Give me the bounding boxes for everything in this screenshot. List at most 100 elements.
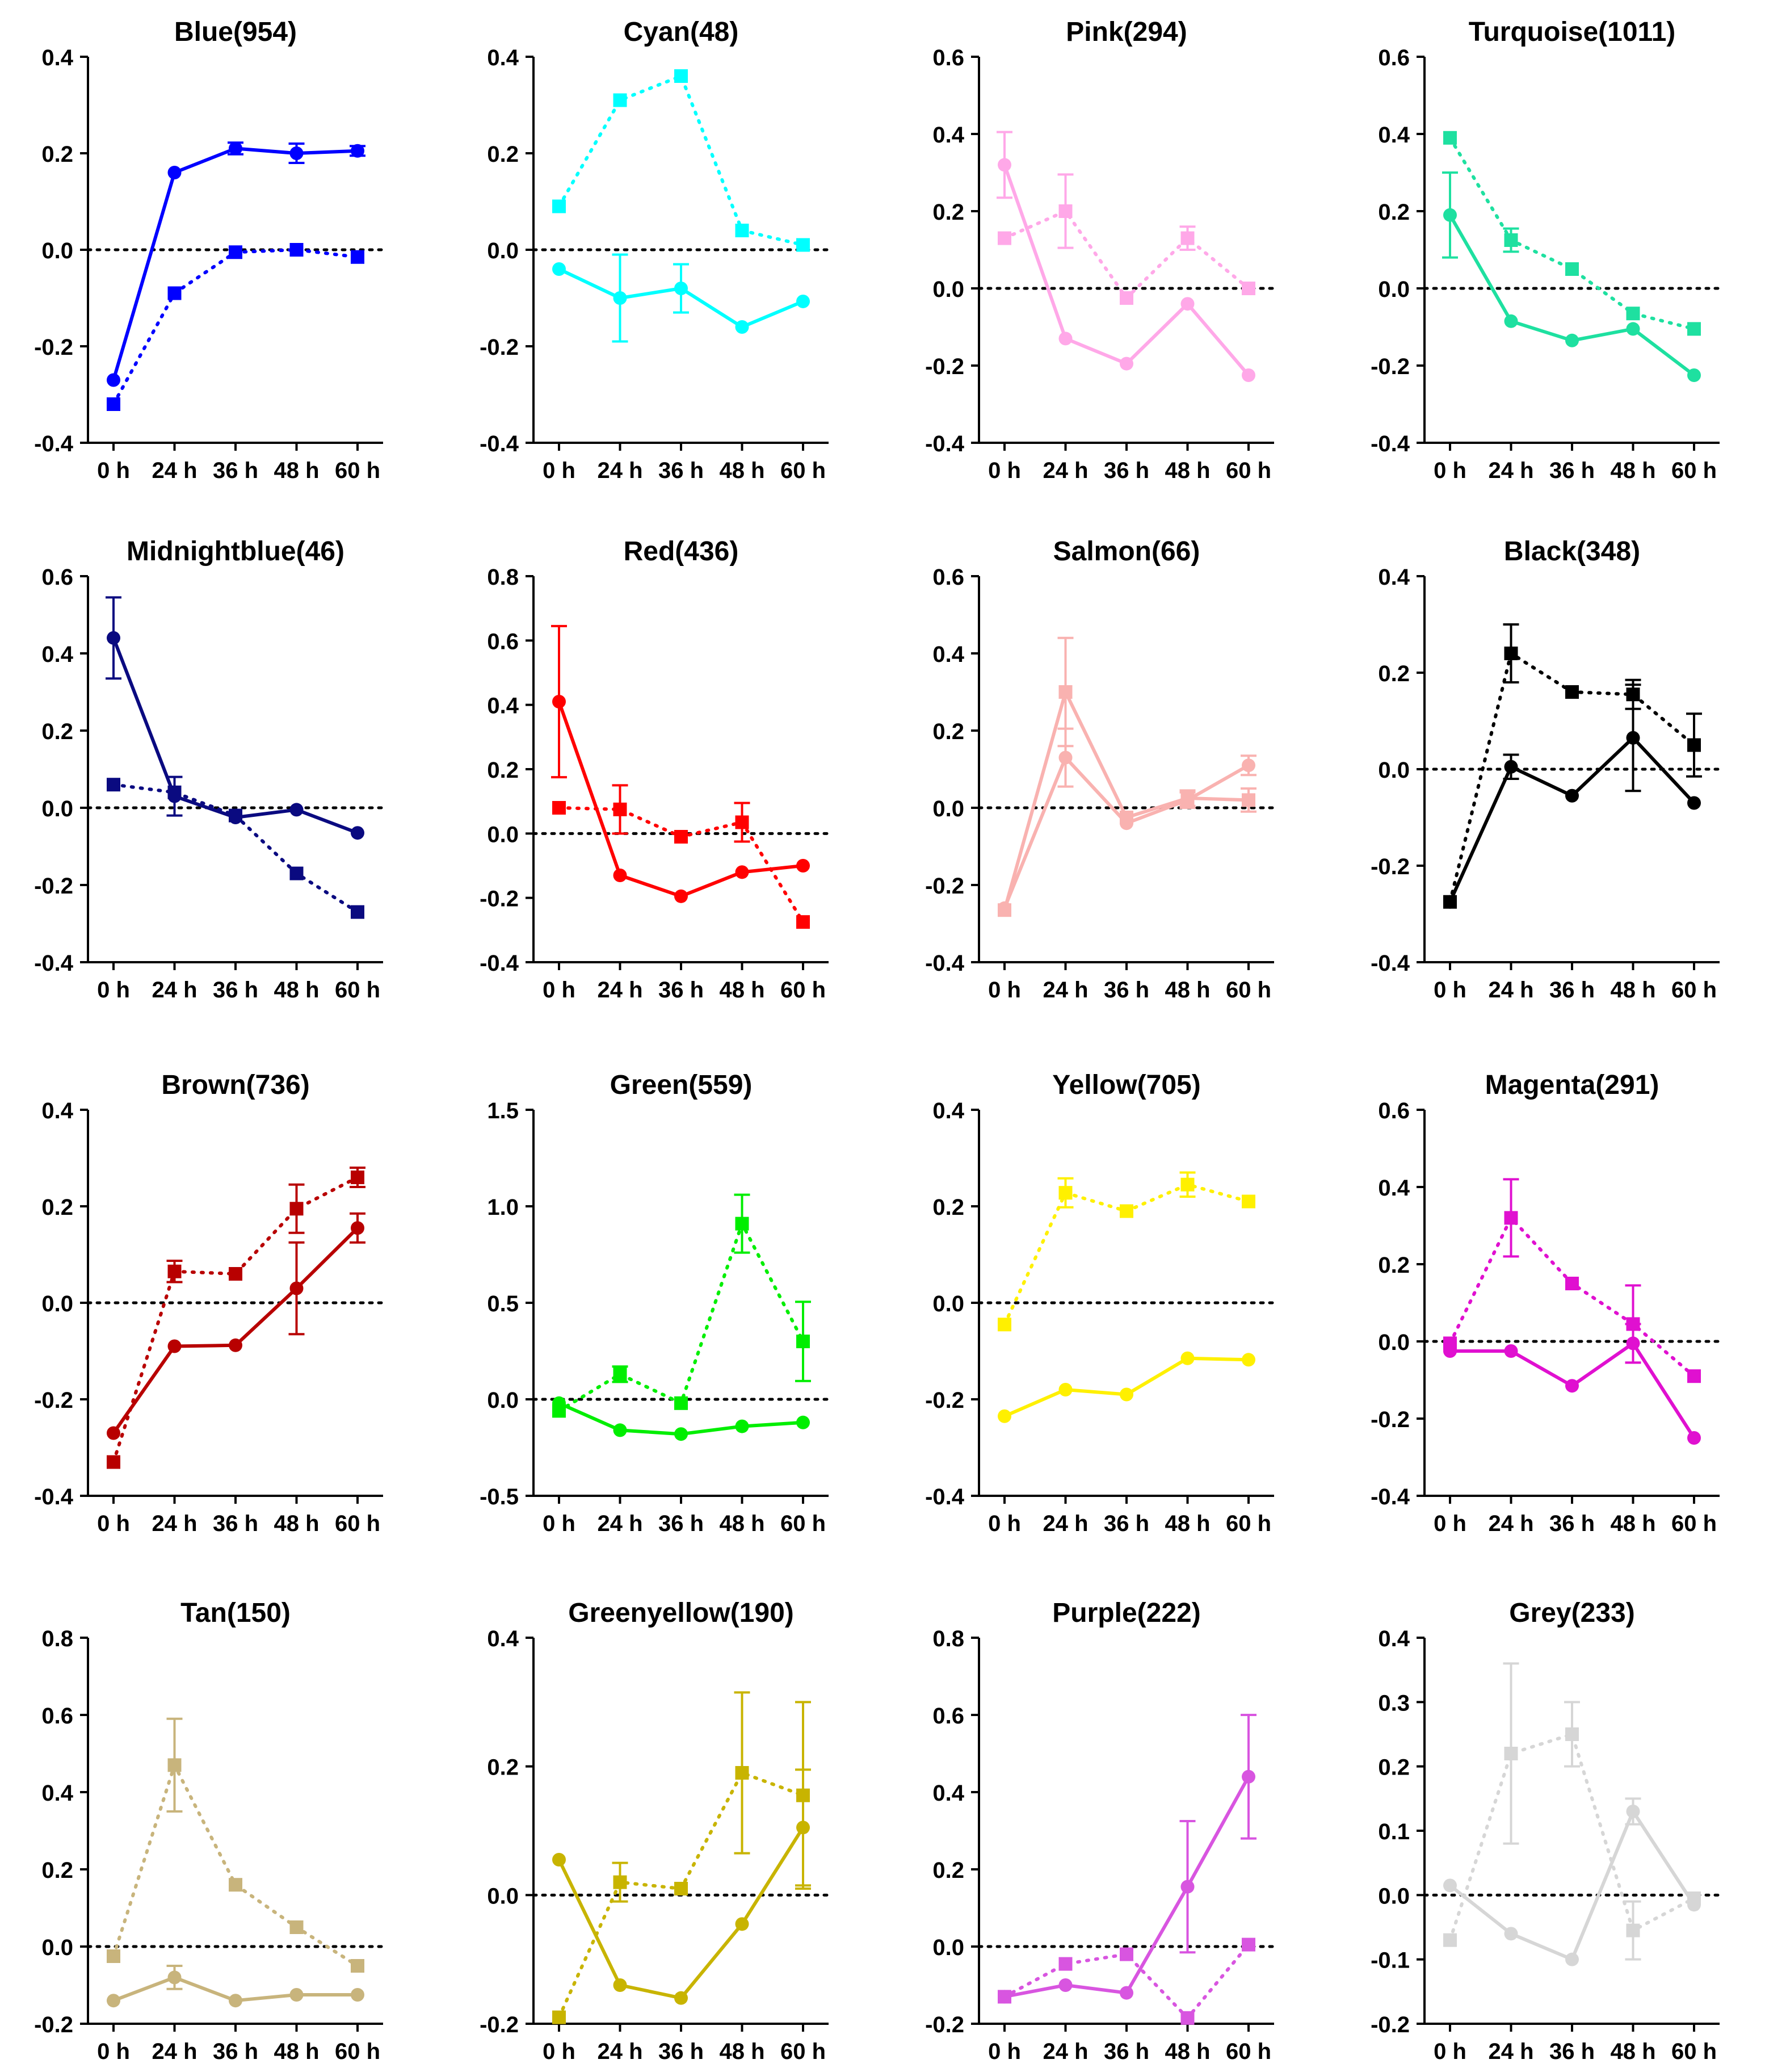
data-point-circle (289, 1988, 304, 2002)
series-line (112, 1176, 359, 1464)
y-tick-label: -0.2 (34, 2012, 73, 2037)
x-tick-label: 0 h (97, 2039, 130, 2064)
x-tick-label: 48 h (274, 458, 319, 483)
data-point-circle (998, 1409, 1011, 1423)
data-point-square (167, 286, 182, 300)
data-point-circle (1626, 322, 1640, 336)
x-tick-label: 24 h (152, 978, 197, 1003)
data-point-circle (1504, 1927, 1518, 1941)
x-tick-label: 48 h (274, 1511, 319, 1536)
chart-panel: Purple(222) -0.2 0.0 0.2 0.4 0.6 0.8 0 h 24 h 36 … (925, 1598, 1276, 2064)
x-tick-label: 36 h (1104, 978, 1149, 1003)
data-point-circle (1687, 368, 1701, 382)
chart-title: Yellow(705) (1052, 1070, 1200, 1100)
chart-title: Purple(222) (1052, 1598, 1200, 1628)
chart-panel: Grey(233) -0.2 -0.1 0.0 0.1 0.2 0.3 0.4 0 h 24 h 3… (1371, 1598, 1721, 2064)
data-point-circle (1180, 297, 1195, 311)
data-point-circle (1687, 1431, 1701, 1445)
y-tick-label: 0.0 (41, 1291, 73, 1316)
data-point-square (289, 1202, 304, 1216)
data-point-square (1443, 1336, 1457, 1350)
x-tick-label: 48 h (1610, 458, 1655, 483)
y-tick-label: 0.2 (41, 1195, 73, 1220)
x-tick-label: 60 h (780, 978, 826, 1003)
x-tick-label: 24 h (1488, 458, 1533, 483)
y-tick-label: 0.4 (41, 45, 73, 70)
data-point-circle (998, 158, 1011, 172)
x-tick-label: 0 h (543, 458, 575, 483)
data-point-square (167, 1264, 182, 1278)
x-tick-label: 60 h (1226, 1511, 1271, 1536)
data-point-square (998, 1990, 1011, 2004)
x-tick-label: 60 h (1671, 2039, 1717, 2064)
x-tick-label: 0 h (988, 978, 1021, 1003)
data-point-circle (613, 1423, 627, 1437)
data-point-square (289, 243, 304, 257)
x-tick-label: 0 h (1434, 2039, 1466, 2064)
data-point-square (674, 1396, 688, 1410)
data-point-square (229, 1267, 242, 1281)
data-point-square (552, 199, 566, 213)
x-tick-label: 60 h (780, 1511, 826, 1536)
data-point-square (735, 1217, 749, 1231)
x-tick-label: 0 h (988, 458, 1021, 483)
y-tick-label: 0.0 (41, 796, 73, 821)
chart-panel: Brown(736) -0.4 -0.2 0.0 0.2 0.4 0 h 24 h 36 h 48… (34, 1070, 385, 1536)
x-tick-label: 36 h (213, 1511, 258, 1536)
y-tick-label: 0.4 (932, 123, 964, 148)
x-tick-label: 60 h (1226, 978, 1271, 1003)
data-point-circle (1443, 208, 1457, 222)
chart-title: Salmon(66) (1053, 536, 1200, 567)
y-tick-label: -0.4 (925, 951, 965, 976)
series-line (1448, 1810, 1696, 1961)
data-point-square (1180, 231, 1195, 245)
data-point-circle (1180, 1880, 1195, 1894)
data-point-square (107, 1949, 120, 1963)
data-point-circle (796, 294, 810, 308)
data-point-square (998, 231, 1011, 245)
x-tick-label: 36 h (1104, 1511, 1149, 1536)
data-point-square (107, 778, 120, 792)
x-tick-label: 24 h (152, 1511, 197, 1536)
data-point-circle (796, 859, 810, 873)
data-point-circle (674, 889, 688, 903)
chart-title: Blue(954) (174, 17, 297, 47)
y-tick-label: 0.4 (932, 1781, 964, 1806)
y-tick-label: 0.0 (487, 238, 519, 263)
y-tick-label: -0.2 (480, 2012, 519, 2037)
data-point-square (1626, 687, 1640, 702)
x-tick-label: 24 h (1488, 2039, 1533, 2064)
data-point-square (107, 397, 120, 411)
data-point-circle (674, 282, 688, 295)
data-point-circle (1626, 1805, 1640, 1818)
x-tick-label: 36 h (1104, 458, 1149, 483)
y-tick-label: 0.4 (932, 642, 964, 667)
data-point-square (229, 808, 242, 823)
data-point-square (1626, 1923, 1640, 1937)
data-point-circle (1626, 731, 1640, 745)
x-tick-label: 24 h (597, 978, 642, 1003)
data-point-circle (1565, 1952, 1579, 1966)
x-tick-label: 24 h (1488, 978, 1533, 1003)
x-tick-label: 0 h (543, 978, 575, 1003)
y-tick-label: 0.4 (487, 694, 519, 719)
data-point-square (229, 1878, 242, 1892)
x-tick-label: 36 h (213, 458, 258, 483)
chart-title: Pink(294) (1066, 17, 1187, 47)
x-tick-label: 48 h (1165, 978, 1210, 1003)
data-point-square (1058, 685, 1073, 699)
data-point-circle (1120, 1387, 1133, 1402)
y-tick-label: 0.4 (1378, 1176, 1410, 1201)
data-point-circle (351, 1221, 364, 1235)
data-point-square (1443, 895, 1457, 909)
y-tick-label: -0.5 (480, 1484, 519, 1509)
data-point-circle (1504, 314, 1518, 328)
data-point-square (674, 69, 688, 83)
data-point-square (1504, 233, 1518, 247)
y-tick-label: -0.2 (925, 1388, 964, 1413)
y-tick-label: 0.0 (41, 1935, 73, 1960)
y-tick-label: 0.0 (1378, 1884, 1410, 1909)
chart-title: Red(436) (624, 536, 739, 567)
data-point-circle (796, 1415, 810, 1429)
y-tick-label: 0.4 (41, 1098, 73, 1123)
